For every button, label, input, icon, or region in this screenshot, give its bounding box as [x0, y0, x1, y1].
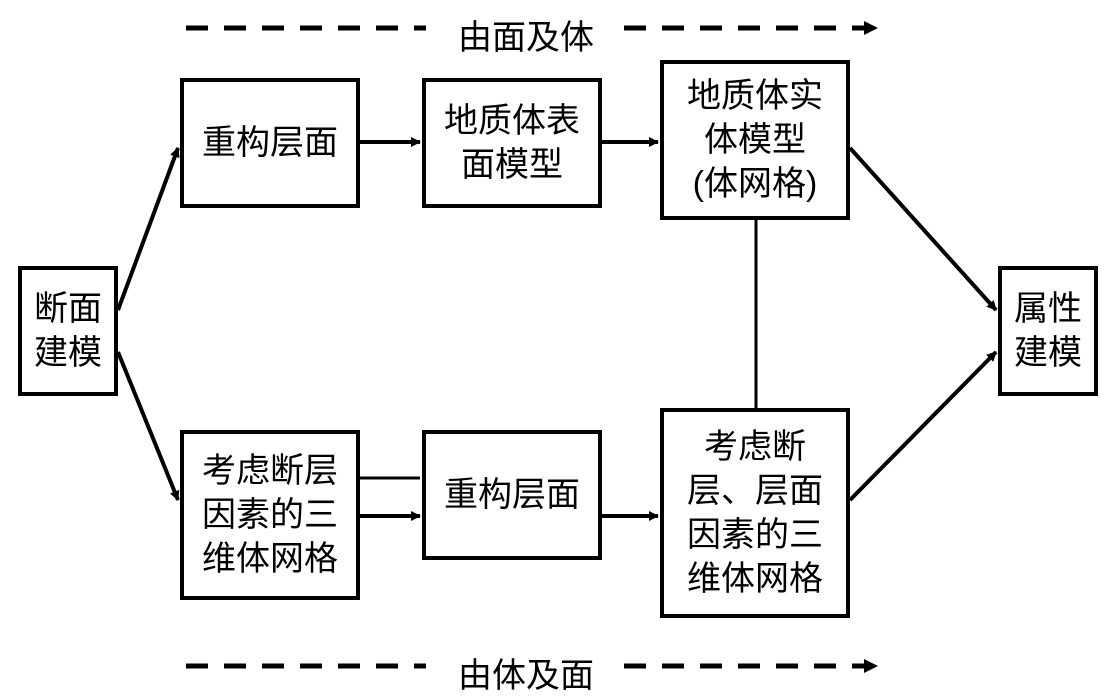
node-top3-text: 地质体实体模型(体网格) — [687, 74, 823, 207]
node-bot1: 考虑断层因素的三维体网格 — [180, 430, 360, 600]
flowchart-canvas: 断面建模 重构层面 地质体表面模型 地质体实体模型(体网格) 考虑断层因素的三维… — [0, 0, 1116, 699]
node-top2-text: 地质体表面模型 — [444, 99, 580, 187]
label-top-arrow: 由面及体 — [458, 10, 594, 59]
node-bot3: 考虑断层、层面因素的三维体网格 — [660, 408, 850, 618]
label-bot-arrow: 由体及面 — [458, 648, 594, 697]
node-start: 断面建模 — [18, 266, 118, 396]
node-end: 属性建模 — [998, 266, 1098, 396]
node-top3: 地质体实体模型(体网格) — [660, 60, 850, 220]
node-top1: 重构层面 — [180, 78, 360, 208]
node-bot3-text: 考虑断层、层面因素的三维体网格 — [687, 425, 823, 602]
node-top2: 地质体表面模型 — [422, 78, 602, 208]
node-bot1-text: 考虑断层因素的三维体网格 — [202, 449, 338, 582]
node-bot2-text: 重构层面 — [444, 473, 580, 517]
node-end-text: 属性建模 — [1014, 287, 1082, 375]
node-top1-text: 重构层面 — [202, 121, 338, 165]
node-bot2: 重构层面 — [422, 430, 602, 560]
node-start-text: 断面建模 — [34, 287, 102, 375]
